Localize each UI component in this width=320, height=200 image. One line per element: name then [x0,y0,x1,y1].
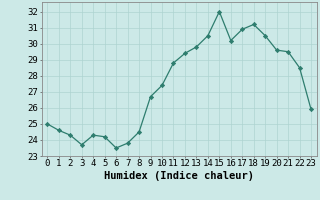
X-axis label: Humidex (Indice chaleur): Humidex (Indice chaleur) [104,171,254,181]
